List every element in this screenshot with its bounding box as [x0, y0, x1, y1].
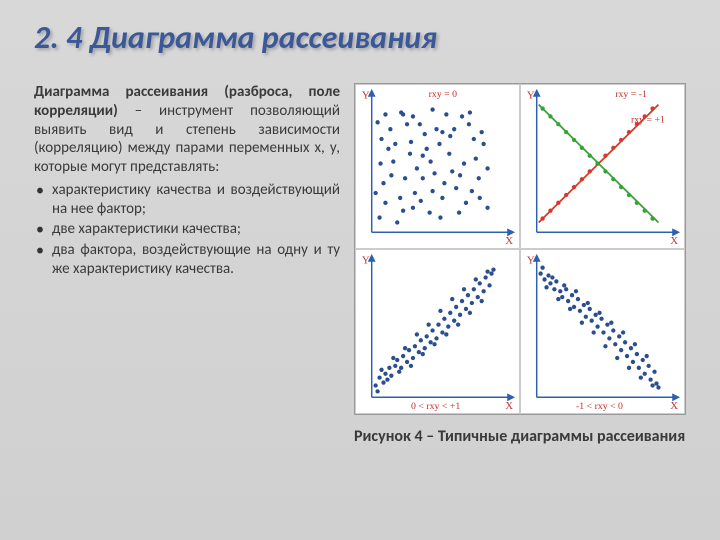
svg-text:rxy = 0: rxy = 0: [429, 89, 457, 100]
svg-text:X: X: [505, 235, 513, 247]
svg-text:-1 < rxy < 0: -1 < rxy < 0: [576, 401, 623, 412]
list-item: два фактора, воздействующие на одну и ту…: [34, 241, 340, 279]
list-item: две характеристики качества;: [34, 220, 340, 239]
panel-br: Y X -1 < rxy < 0: [520, 249, 685, 414]
bullet-list: характеристику качества и воздействующий…: [34, 181, 340, 279]
text-column: Диаграмма рассеивания (разброса, поле ко…: [34, 83, 340, 446]
list-item: характеристику качества и воздействующий…: [34, 181, 340, 219]
figure-column: Y Xrxy = 0 Y Xrxy = -1 rxy = +1 Y X 0 < rxy <…: [354, 83, 698, 446]
svg-text:Y: Y: [527, 90, 535, 102]
svg-text:X: X: [670, 400, 678, 412]
svg-text:Y: Y: [362, 90, 370, 102]
scatter-panels: Y Xrxy = 0 Y Xrxy = -1 rxy = +1 Y X 0 < rxy <…: [354, 83, 686, 415]
content-row: Диаграмма рассеивания (разброса, поле ко…: [0, 57, 720, 446]
svg-text:Y: Y: [362, 255, 370, 267]
svg-text:X: X: [670, 235, 678, 247]
svg-text:Y: Y: [527, 255, 535, 267]
svg-text:X: X: [505, 400, 513, 412]
definition-paragraph: Диаграмма рассеивания (разброса, поле ко…: [34, 83, 340, 177]
panel-bl: Y X 0 < rxy < +1: [355, 249, 520, 414]
figure-caption: Рисунок 4 – Типичные диаграммы рассеиван…: [354, 427, 698, 446]
svg-text:rxy = +1: rxy = +1: [631, 114, 665, 125]
svg-text:0 < rxy < +1: 0 < rxy < +1: [411, 401, 460, 412]
panel-tl: Y Xrxy = 0: [355, 84, 520, 249]
panel-tr: Y Xrxy = -1 rxy = +1: [520, 84, 685, 249]
svg-text:rxy = -1: rxy = -1: [615, 89, 647, 100]
page-title: 2. 4 Диаграмма рассеивания: [0, 0, 720, 57]
